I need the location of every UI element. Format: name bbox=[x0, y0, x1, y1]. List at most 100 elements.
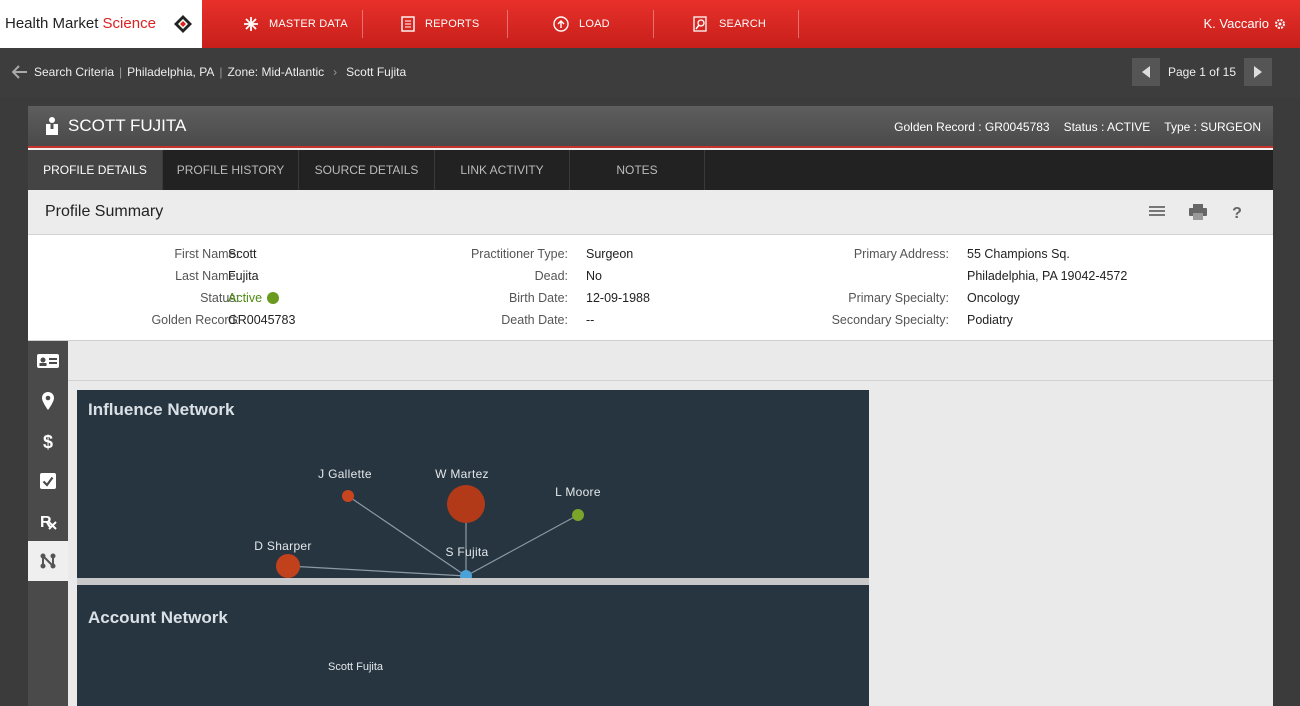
sidebar-item-checklist[interactable] bbox=[28, 461, 68, 501]
golden-record-label: Golden Record : GR0045783 bbox=[894, 120, 1050, 134]
profile-title: SCOTT FUJITA bbox=[44, 116, 186, 136]
node-label: L Moore bbox=[555, 485, 601, 499]
rx-icon: R bbox=[40, 514, 57, 530]
profile-summary: First Name: Scott Last Name: Fujita Stat… bbox=[28, 235, 1273, 341]
breadcrumb-search-criteria[interactable]: Search Criteria bbox=[34, 65, 115, 79]
network-edge bbox=[347, 495, 467, 577]
birth-date-value: 12-09-1988 bbox=[586, 291, 650, 305]
dead-value: No bbox=[586, 269, 602, 283]
status-field-value: Active bbox=[228, 291, 280, 305]
prev-page-button[interactable] bbox=[1131, 58, 1160, 86]
sidebar-item-id-card[interactable] bbox=[28, 341, 68, 381]
primary-specialty-label: Primary Specialty: bbox=[848, 291, 949, 305]
node-d-sharper[interactable] bbox=[276, 554, 300, 578]
network-icon bbox=[40, 553, 56, 569]
tab-profile-history[interactable]: PROFILE HISTORY bbox=[163, 150, 299, 190]
influence-network-graph: J Gallette W Martez L Moore D Sharper S … bbox=[254, 467, 601, 582]
node-w-martez[interactable] bbox=[447, 485, 485, 523]
sidebar-item-location[interactable] bbox=[28, 381, 68, 421]
sidebar-item-prescriptions[interactable]: R bbox=[28, 501, 68, 541]
triangle-right-icon bbox=[1254, 66, 1262, 78]
account-network-panel: Account Network Scott Fujita bbox=[77, 598, 869, 706]
logo-mark-icon bbox=[174, 15, 192, 33]
svg-text:R: R bbox=[40, 514, 52, 530]
breadcrumb-zone[interactable]: Zone: Mid-Atlantic bbox=[227, 65, 325, 79]
nav-master-data[interactable]: MASTER DATA bbox=[243, 0, 348, 48]
account-node-label: Scott Fujita bbox=[328, 661, 384, 673]
primary-address-label: Primary Address: bbox=[853, 247, 949, 261]
pager: Page 1 of 15 bbox=[1131, 58, 1272, 86]
id-card-icon bbox=[37, 354, 59, 368]
svg-text:?: ? bbox=[1232, 205, 1242, 220]
nav-divider bbox=[798, 10, 799, 38]
breadcrumb-separator: | bbox=[219, 65, 223, 79]
section-sidebar: $ R bbox=[28, 341, 68, 706]
sidebar-item-financial[interactable]: $ bbox=[28, 421, 68, 461]
breadcrumb: Search Criteria | Philadelphia, PA | Zon… bbox=[12, 65, 406, 79]
nav-load[interactable]: LOAD bbox=[553, 0, 610, 48]
gear-icon bbox=[1275, 18, 1285, 29]
first-name-label: First Name: bbox=[174, 247, 239, 261]
help-icon[interactable]: ? bbox=[1231, 204, 1243, 220]
primary-address-line1: 55 Champions Sq. bbox=[967, 247, 1070, 261]
tab-bar: PROFILE DETAILS PROFILE HISTORY SOURCE D… bbox=[28, 150, 1273, 196]
user-menu[interactable]: K. Vaccario bbox=[1203, 16, 1286, 31]
death-date-value: -- bbox=[586, 313, 595, 327]
node-label: J Gallette bbox=[318, 467, 372, 481]
breadcrumb-city[interactable]: Philadelphia, PA bbox=[127, 65, 215, 79]
first-name-value: Scott bbox=[228, 247, 257, 261]
svg-text:$: $ bbox=[43, 432, 53, 450]
nav-divider bbox=[507, 10, 508, 38]
node-l-moore[interactable] bbox=[572, 509, 584, 521]
nav-divider bbox=[653, 10, 654, 38]
status-label: Status : ACTIVE bbox=[1063, 120, 1151, 134]
nav-reports[interactable]: REPORTS bbox=[401, 0, 479, 48]
horizontal-scrollbar[interactable] bbox=[77, 578, 869, 585]
person-icon bbox=[46, 117, 58, 135]
breadcrumb-current: Scott Fujita bbox=[346, 65, 407, 79]
node-label: W Martez bbox=[435, 467, 489, 481]
golden-record-field-value: GR0045783 bbox=[228, 313, 296, 327]
summary-title: Profile Summary bbox=[45, 203, 164, 220]
app-logo[interactable]: Health Market Science bbox=[0, 0, 202, 48]
nav-divider bbox=[362, 10, 363, 38]
next-page-button[interactable] bbox=[1244, 58, 1272, 86]
print-icon[interactable] bbox=[1189, 204, 1207, 220]
tab-source-details[interactable]: SOURCE DETAILS bbox=[299, 150, 435, 190]
profile-header: SCOTT FUJITA Golden Record : GR0045783 S… bbox=[28, 106, 1273, 148]
logo-text: Health Market Science bbox=[5, 15, 156, 32]
page-indicator: Page 1 of 15 bbox=[1167, 65, 1236, 79]
dollar-icon: $ bbox=[43, 432, 53, 450]
content-toolbar bbox=[68, 341, 1273, 381]
report-icon bbox=[401, 16, 415, 32]
tab-link-activity[interactable]: LINK ACTIVITY bbox=[435, 150, 570, 190]
network-edge bbox=[287, 565, 467, 577]
secondary-specialty-value: Podiatry bbox=[967, 313, 1013, 327]
golden-record-field-label: Golden Record: bbox=[151, 313, 239, 327]
dead-label: Dead: bbox=[534, 269, 568, 283]
top-nav-bar: Health Market Science MASTER DATA REPORT… bbox=[0, 0, 1300, 48]
search-icon bbox=[693, 16, 707, 32]
last-name-label: Last Name: bbox=[175, 269, 239, 283]
secondary-specialty-label: Secondary Specialty: bbox=[831, 313, 949, 327]
type-label: Type : SURGEON bbox=[1164, 120, 1261, 134]
account-network-title: Account Network bbox=[88, 608, 228, 627]
node-label: D Sharper bbox=[254, 539, 311, 553]
breadcrumb-bar: Search Criteria | Philadelphia, PA | Zon… bbox=[0, 48, 1300, 98]
sidebar-item-network[interactable] bbox=[28, 541, 68, 581]
active-status-dot bbox=[267, 292, 280, 304]
node-j-gallette[interactable] bbox=[342, 490, 354, 502]
practitioner-type-label: Practitioner Type: bbox=[470, 247, 568, 261]
starburst-icon bbox=[244, 17, 258, 31]
last-name-value: Fujita bbox=[228, 269, 259, 283]
tab-profile-details[interactable]: PROFILE DETAILS bbox=[28, 150, 163, 196]
network-edge bbox=[465, 514, 579, 577]
tab-notes[interactable]: NOTES bbox=[570, 150, 705, 190]
nav-search[interactable]: SEARCH bbox=[693, 0, 766, 48]
list-menu-icon[interactable] bbox=[1149, 204, 1165, 218]
profile-panel: SCOTT FUJITA Golden Record : GR0045783 S… bbox=[28, 106, 1273, 706]
profile-meta: Golden Record : GR0045783 Status : ACTIV… bbox=[894, 120, 1261, 134]
back-arrow-icon[interactable] bbox=[12, 65, 28, 79]
network-content: Influence Network J Gallette W Martez L … bbox=[68, 341, 1273, 706]
death-date-label: Death Date: bbox=[501, 313, 568, 327]
